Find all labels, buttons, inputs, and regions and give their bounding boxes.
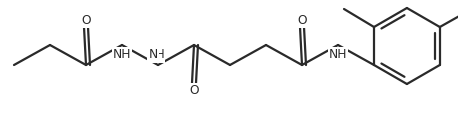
Text: NH: NH <box>113 48 131 62</box>
Text: NH: NH <box>329 48 347 62</box>
Text: O: O <box>297 13 307 27</box>
Text: O: O <box>189 84 199 98</box>
Text: N: N <box>148 48 158 62</box>
Text: H: H <box>156 48 164 62</box>
Text: O: O <box>81 13 91 27</box>
